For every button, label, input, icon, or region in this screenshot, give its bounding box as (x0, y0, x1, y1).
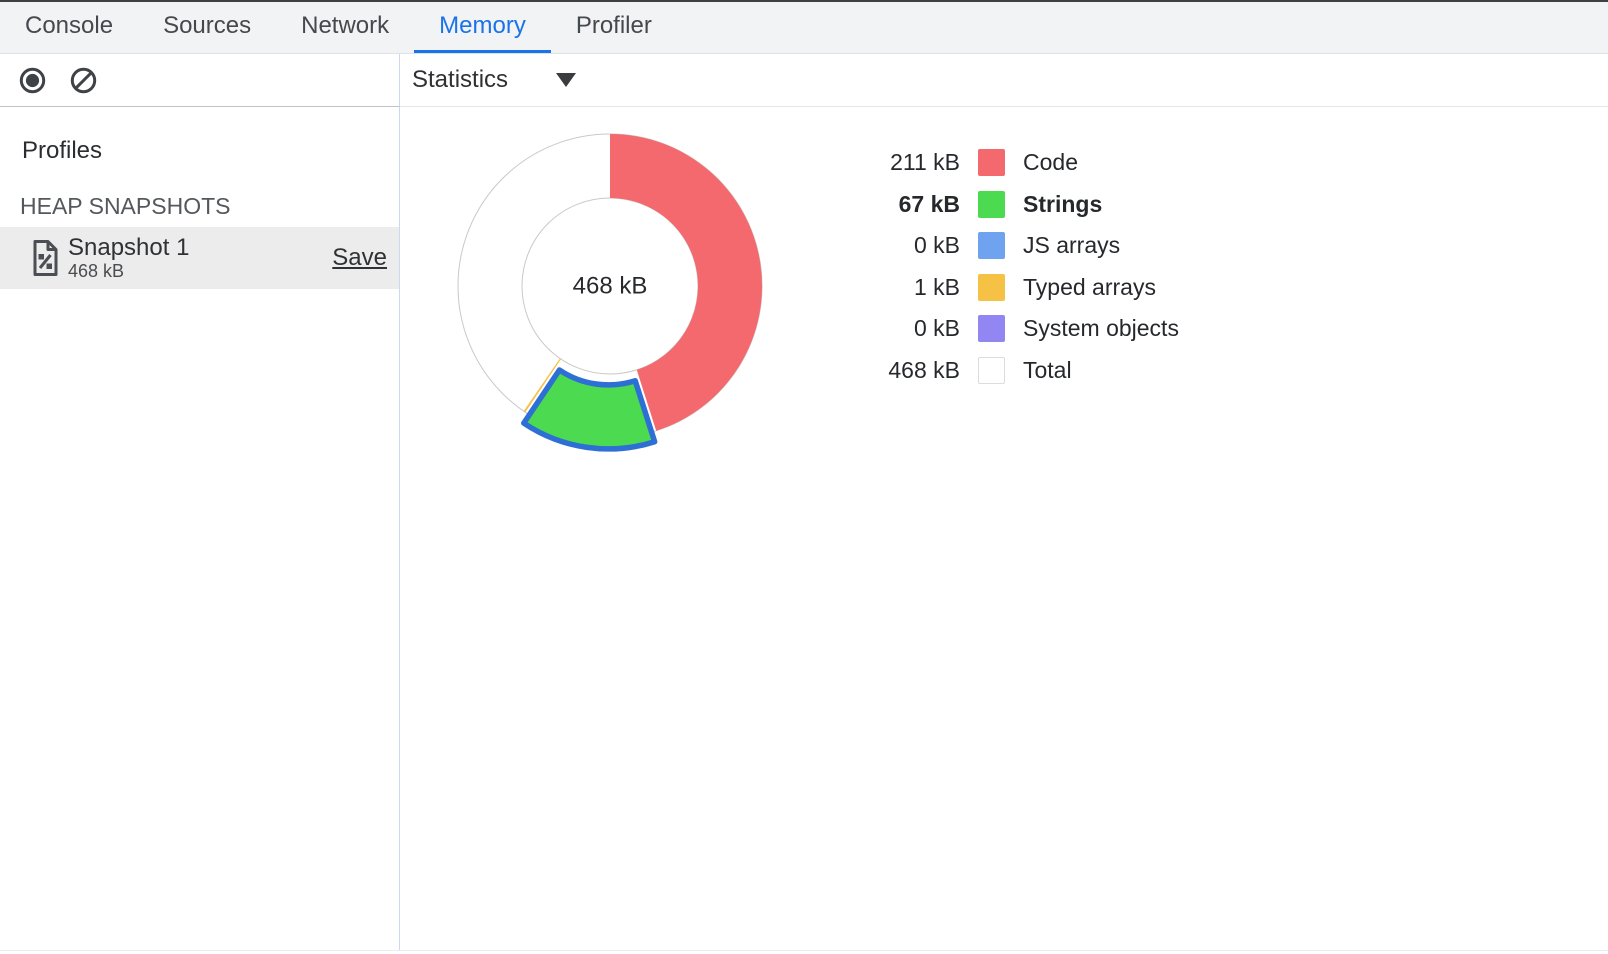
window-top-strip (0, 0, 1608, 2)
legend-row-code: 211 kB Code (845, 142, 1179, 184)
legend-value: 67 kB (898, 190, 960, 217)
legend-swatch-strings (978, 190, 1005, 218)
profiles-heading: Profiles (22, 137, 103, 164)
chart-slice-code[interactable] (610, 134, 762, 431)
legend-label: Typed arrays (1023, 273, 1156, 300)
heap-snapshots-heading: HEAP SNAPSHOTS (20, 193, 231, 219)
legend-value: 1 kB (913, 273, 960, 300)
legend-swatch-system-objects (978, 315, 1005, 343)
view-toolbar: Statistics (400, 54, 1608, 107)
perspective-select-value: Statistics (412, 66, 509, 93)
legend-value: 0 kB (913, 232, 960, 259)
tab-sources[interactable]: Sources (163, 12, 252, 39)
legend-label: Strings (1023, 190, 1103, 217)
triangle-down-icon (556, 73, 577, 87)
devtools-tabbar: Console Sources Network Memory Profiler (0, 2, 1608, 54)
legend-value: 0 kB (913, 315, 960, 342)
legend-label: System objects (1023, 315, 1179, 342)
tab-console[interactable]: Console (25, 12, 114, 39)
legend-row-total: 468 kB Total (845, 350, 1179, 392)
legend-swatch-total (978, 356, 1005, 384)
record-heap-snapshot-button[interactable] (17, 65, 47, 95)
block-icon (70, 67, 96, 93)
legend-label: Code (1023, 149, 1078, 176)
legend-row-system-objects: 0 kB System objects (845, 308, 1179, 350)
legend-row-js-arrays: 0 kB JS arrays (845, 225, 1179, 267)
chart-slice-typed-arrays[interactable] (523, 358, 561, 413)
record-icon (19, 67, 45, 93)
legend-swatch-typed-arrays (978, 273, 1005, 301)
snapshot-text: Snapshot 1 468 kB (68, 234, 332, 282)
chart-legend: 211 kB Code 67 kB Strings 0 kB JS arrays… (845, 142, 1179, 391)
legend-swatch-code (978, 149, 1005, 177)
legend-label: JS arrays (1023, 232, 1121, 259)
tab-memory[interactable]: Memory (414, 2, 551, 53)
statistics-donut-chart: 468 kB (457, 133, 763, 452)
snapshot-list-item[interactable]: Snapshot 1 468 kB Save (0, 227, 399, 289)
legend-value: 211 kB (890, 149, 960, 176)
profiles-toolbar (0, 54, 400, 107)
perspective-select[interactable]: Statistics (412, 66, 577, 94)
panel-content: Profiles HEAP SNAPSHOTS Snapshot 1 468 k… (0, 107, 1608, 951)
memory-toolbar: Statistics (0, 54, 1608, 107)
clear-profiles-button[interactable] (68, 65, 98, 95)
statistics-view: 468 kB 211 kB Code 67 kB Strings 0 kB JS… (400, 107, 1608, 950)
save-snapshot-link[interactable]: Save (332, 244, 387, 271)
tab-profiler[interactable]: Profiler (575, 12, 652, 39)
heap-snapshot-document-icon (33, 240, 58, 276)
snapshot-size: 468 kB (68, 261, 125, 281)
legend-swatch-js-arrays (978, 232, 1005, 260)
donut-slices (521, 134, 762, 452)
legend-row-strings: 67 kB Strings (845, 184, 1179, 226)
tab-network[interactable]: Network (301, 12, 390, 39)
legend-label: Total (1023, 356, 1072, 383)
snapshot-title: Snapshot 1 (68, 234, 190, 261)
donut-chart-wrap: 468 kB (435, 111, 785, 466)
legend-value: 468 kB (888, 356, 960, 383)
donut-center-label: 468 kB (573, 273, 648, 300)
chart-slice-strings[interactable] (521, 367, 658, 452)
legend-row-typed-arrays: 1 kB Typed arrays (845, 267, 1179, 309)
profiles-sidebar: Profiles HEAP SNAPSHOTS Snapshot 1 468 k… (0, 107, 400, 950)
